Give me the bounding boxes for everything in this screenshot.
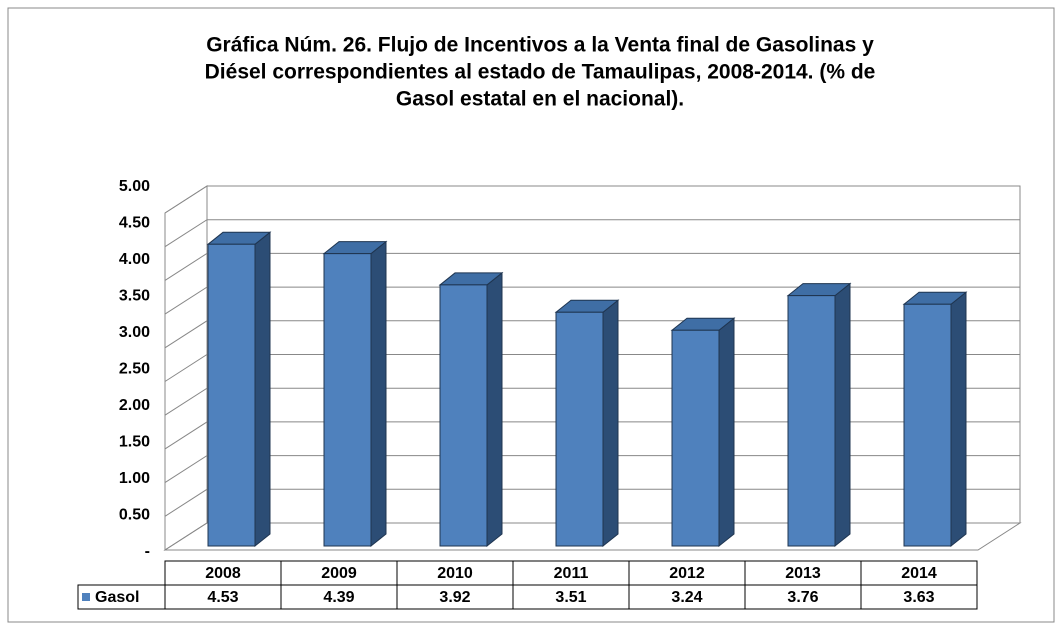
bar [902,291,968,548]
bar-face [787,295,836,547]
y-tick-label: 5.00 [119,178,150,195]
bar-face [370,240,387,548]
table-value: 3.24 [671,589,702,606]
x-tick-label: 2014 [901,565,937,582]
x-tick-label: 2012 [669,565,705,582]
bar-face [903,303,952,547]
grid-line [164,219,1020,248]
y-tick-label: 3.50 [119,288,150,305]
grid-line [164,421,1020,450]
y-tick-label: 1.50 [119,434,150,451]
bar [786,282,852,548]
y-tick-label: 2.50 [119,361,150,378]
legend-swatch [82,593,90,601]
grid-line [164,185,1020,214]
y-tick-label: 2.00 [119,397,150,414]
grid-line [164,286,1020,315]
bar-face [207,243,256,547]
y-tick-label: 1.00 [119,470,150,487]
bar [438,271,504,548]
table-value: 3.51 [555,589,586,606]
table-value: 4.53 [207,589,238,606]
bar-face [950,291,967,548]
table-value: 3.76 [787,589,818,606]
bar-face [323,253,372,547]
x-tick-label: 2008 [205,565,241,582]
bar-face [555,311,604,547]
y-tick-label: 3.00 [119,324,150,341]
grid-line [164,320,1020,349]
y-tick-label: - [145,543,150,560]
grid-line [164,455,1020,484]
chart-title: Diésel correspondientes al estado de Tam… [205,61,876,84]
x-tick-label: 2011 [554,565,589,582]
table-value: 3.63 [903,589,934,606]
bar-face [254,231,271,548]
bar-face [602,299,619,548]
grid-line [164,488,1020,517]
bar-face [439,284,488,547]
grid-line [164,252,1020,281]
bar-face [486,271,503,548]
table-value: 3.92 [439,589,470,606]
bar-face [834,282,851,548]
table-value: 4.39 [323,589,354,606]
chart-title: Gráfica Núm. 26. Flujo de Incentivos a l… [206,34,874,57]
grid-line [164,387,1020,416]
bar [322,240,388,548]
x-tick-label: 2010 [437,565,473,582]
legend-label: Gasol [95,589,139,606]
bar [670,317,736,548]
y-tick-label: 4.50 [119,215,150,232]
bar [206,231,272,548]
bar-face [671,329,720,547]
x-tick-label: 2009 [321,565,357,582]
y-tick-label: 0.50 [119,507,150,524]
grid-line [164,354,1020,382]
table-border [77,584,978,610]
chart-title: Gasol estatal en el nacional). [396,88,684,111]
x-tick-label: 2013 [785,565,821,582]
y-tick-label: 4.00 [119,251,150,268]
bar [554,299,620,548]
bar-face [718,317,735,548]
grid-line [164,522,1020,551]
